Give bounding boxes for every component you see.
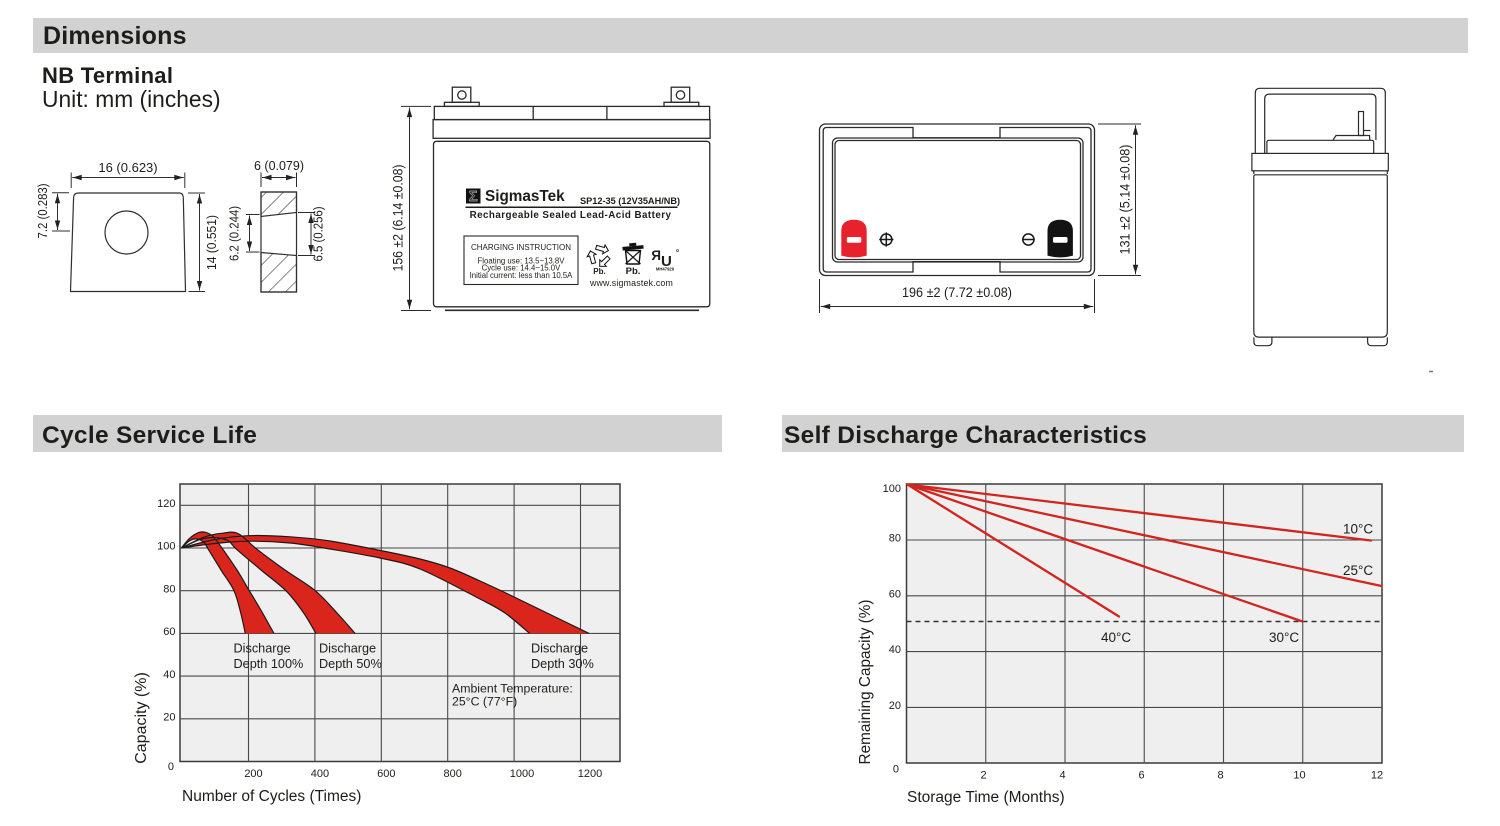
svg-text:SigmasTek: SigmasTek: [485, 188, 565, 205]
svg-text:U: U: [661, 253, 672, 270]
svg-text:Discharge: Discharge: [234, 642, 291, 656]
svg-text:100: 100: [157, 541, 175, 553]
svg-text:NB Terminal: NB Terminal: [42, 63, 173, 88]
svg-text:SP12-35 (12V35AH/NB): SP12-35 (12V35AH/NB): [580, 196, 680, 206]
svg-text:2: 2: [980, 770, 986, 782]
svg-text:0: 0: [168, 761, 174, 773]
svg-text:25°C (77°F): 25°C (77°F): [452, 695, 517, 709]
svg-text:Storage Time (Months): Storage Time (Months): [907, 789, 1065, 806]
svg-text:Initial current: less than 10.: Initial current: less than 10.5A: [470, 271, 574, 280]
svg-text:20: 20: [889, 700, 901, 712]
svg-text:16 (0.623): 16 (0.623): [98, 160, 157, 175]
svg-text:200: 200: [244, 768, 262, 780]
svg-text:Number of Cycles (Times): Number of Cycles (Times): [182, 788, 361, 805]
svg-text:7.2 (0.283): 7.2 (0.283): [35, 184, 50, 239]
svg-text:40°C: 40°C: [1101, 630, 1131, 645]
svg-text:120: 120: [157, 498, 175, 510]
svg-text:800: 800: [444, 768, 462, 780]
svg-text:1200: 1200: [578, 768, 602, 780]
svg-text:www.sigmastek.com: www.sigmastek.com: [589, 278, 673, 288]
svg-text:60: 60: [889, 588, 901, 600]
svg-text:4: 4: [1059, 770, 1065, 782]
svg-text:Rechargeable Sealed Lead-Acid: Rechargeable Sealed Lead-Acid Battery: [470, 210, 672, 221]
svg-text:Pb.: Pb.: [626, 266, 641, 277]
svg-text:Floating use: 13.5~13.8V: Floating use: 13.5~13.8V: [478, 257, 566, 266]
svg-text:CHARGING INSTRUCTION: CHARGING INSTRUCTION: [471, 243, 571, 252]
svg-text:20: 20: [163, 712, 175, 724]
svg-text:156 ±2 (6.14 ±0.08): 156 ±2 (6.14 ±0.08): [391, 165, 406, 272]
svg-text:80: 80: [163, 583, 175, 595]
svg-text:8: 8: [1217, 770, 1223, 782]
svg-text:Pb.: Pb.: [593, 267, 605, 276]
svg-text:Capacity (%): Capacity (%): [133, 672, 150, 764]
svg-text:Discharge: Discharge: [531, 642, 588, 656]
svg-text:196 ±2 (7.72 ±0.08): 196 ±2 (7.72 ±0.08): [902, 285, 1012, 300]
svg-text:10°C: 10°C: [1343, 522, 1373, 537]
svg-text:131 ±2 (5.14 ±0.08): 131 ±2 (5.14 ±0.08): [1118, 145, 1133, 255]
svg-text:6.5 (0.256): 6.5 (0.256): [311, 207, 326, 262]
svg-text:Depth 50%: Depth 50%: [319, 657, 382, 671]
svg-text:Cycle use: 14.4~15.0V: Cycle use: 14.4~15.0V: [482, 264, 561, 273]
svg-text:40: 40: [163, 669, 175, 681]
svg-text:100: 100: [883, 483, 901, 495]
svg-text:Self Discharge Characteristics: Self Discharge Characteristics: [784, 422, 1147, 449]
svg-text:6.2 (0.244): 6.2 (0.244): [227, 206, 242, 261]
svg-text:14 (0.551): 14 (0.551): [204, 215, 219, 270]
svg-text:Discharge: Discharge: [319, 642, 376, 656]
svg-text:6 (0.079): 6 (0.079): [254, 158, 304, 173]
svg-text:MH47929: MH47929: [656, 267, 675, 272]
svg-text:Ambient Temperature:: Ambient Temperature:: [452, 682, 573, 696]
svg-text:12: 12: [1371, 770, 1383, 782]
svg-text:Dimensions: Dimensions: [43, 22, 187, 50]
svg-text:R: R: [651, 248, 661, 263]
svg-text:80: 80: [889, 533, 901, 545]
svg-text:1000: 1000: [510, 768, 534, 780]
svg-text:30°C: 30°C: [1269, 630, 1299, 645]
svg-text:6: 6: [1138, 770, 1144, 782]
svg-text:0: 0: [893, 764, 899, 776]
svg-text:10: 10: [1293, 770, 1305, 782]
svg-text:600: 600: [377, 768, 395, 780]
svg-text:Cycle Service Life: Cycle Service Life: [42, 422, 257, 449]
svg-text:Remaining Capacity (%): Remaining Capacity (%): [857, 600, 874, 765]
svg-text:40: 40: [889, 644, 901, 656]
svg-text:Depth 100%: Depth 100%: [234, 657, 304, 671]
svg-text:Σ: Σ: [469, 189, 478, 205]
svg-text:25°C: 25°C: [1343, 563, 1373, 578]
svg-text:Unit: mm (inches): Unit: mm (inches): [42, 86, 221, 112]
svg-text:400: 400: [311, 768, 329, 780]
svg-text:Depth 30%: Depth 30%: [531, 657, 594, 671]
svg-text:60: 60: [163, 626, 175, 638]
